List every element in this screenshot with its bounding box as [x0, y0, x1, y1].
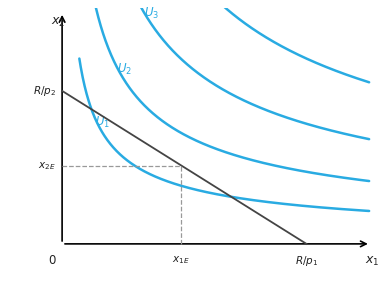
Text: $R/p_2$: $R/p_2$: [33, 84, 56, 98]
Text: $x_2$: $x_2$: [51, 16, 65, 29]
Text: $U_3$: $U_3$: [144, 5, 159, 21]
Text: $R/p_1$: $R/p_1$: [295, 254, 318, 269]
Text: $0$: $0$: [48, 254, 57, 267]
Text: $x_{2E}$: $x_{2E}$: [38, 160, 56, 172]
Text: $x_1$: $x_1$: [365, 254, 380, 267]
Text: $U_2$: $U_2$: [117, 62, 132, 77]
Text: $x_{1E}$: $x_{1E}$: [172, 254, 190, 266]
Text: $U_1$: $U_1$: [95, 115, 110, 130]
